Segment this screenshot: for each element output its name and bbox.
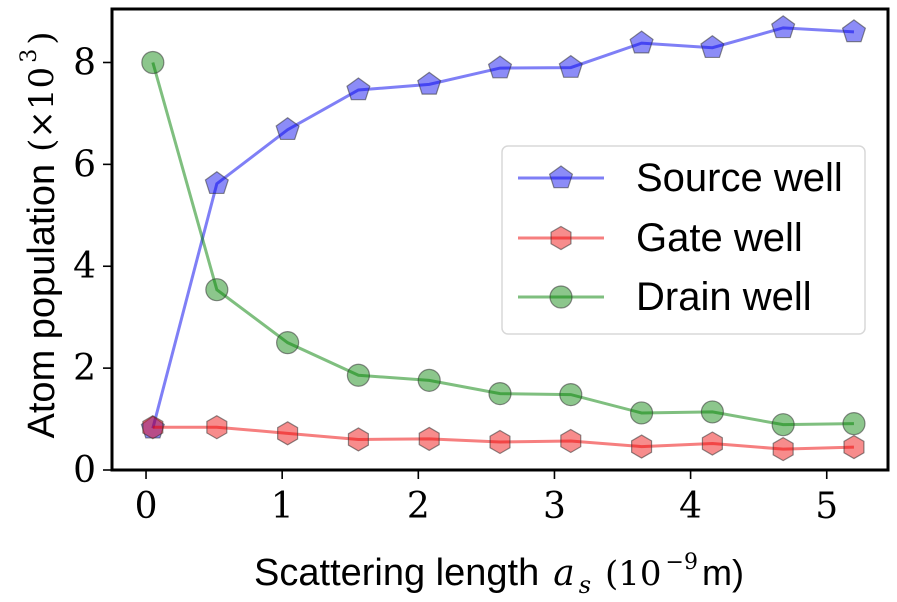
series-line [151, 62, 854, 427]
legend-entry: Gate well [518, 216, 803, 260]
x-axis-label: Scattering length a s (10 −9 m) [254, 550, 744, 599]
data-point [205, 278, 229, 302]
legend-marker [548, 165, 574, 189]
x-axis-label-exponent: −9 [666, 550, 698, 575]
data-point [417, 368, 441, 392]
legend-entry: Source well [518, 156, 843, 200]
data-point [142, 415, 164, 440]
y-axis-label-unit: (×10 [22, 67, 62, 152]
x-axis-label-unit-close: m) [702, 552, 744, 593]
x-tick-label: 1 [271, 486, 294, 527]
y-axis-label-text: Atom population [21, 164, 63, 439]
data-point [629, 401, 654, 425]
data-point [772, 436, 794, 462]
y-tick-label: 8 [73, 42, 96, 83]
legend-marker [550, 225, 572, 251]
legend-box [501, 145, 866, 335]
y-tick-label: 4 [73, 246, 96, 287]
x-axis-label-text: Scattering length [254, 552, 539, 594]
data-point [700, 400, 724, 424]
data-point [841, 19, 867, 43]
x-tick-label: 2 [407, 486, 430, 527]
plot-frame [110, 7, 890, 472]
x-tick-label: 4 [679, 486, 702, 527]
y-axis-label-unit-close: ) [22, 32, 62, 45]
data-point [347, 427, 369, 452]
data-point [488, 381, 512, 406]
legend-label: Gate well [636, 216, 803, 260]
data-point [277, 421, 299, 446]
data-point [346, 77, 371, 101]
data-point [629, 30, 654, 54]
y-axis-label: Atom population (×10 3 ) [17, 32, 63, 439]
x-tick-label: 0 [135, 486, 158, 527]
series-source-well [140, 15, 867, 439]
y-tick-label: 2 [73, 348, 96, 389]
data-point [558, 54, 583, 78]
data-point [276, 331, 300, 355]
legend-label: Drain well [636, 275, 812, 319]
legend-marker [549, 285, 573, 309]
data-point [275, 116, 300, 141]
y-axis-label-exponent: 3 [17, 49, 42, 63]
data-point [204, 170, 229, 195]
data-point [487, 55, 513, 79]
data-point [141, 50, 165, 75]
series-layer [140, 15, 867, 462]
legend: Source well Gate well Drain well [501, 145, 866, 335]
data-point [560, 428, 582, 454]
x-tick-label: 3 [543, 486, 566, 527]
data-point [418, 426, 440, 452]
data-point [842, 412, 866, 436]
data-point [489, 429, 511, 455]
series-line [151, 26, 855, 429]
series-line [152, 425, 855, 451]
data-point [346, 363, 371, 387]
series-drain-well [141, 50, 866, 437]
ticks-layer: 0 1 2 3 4 5 0 2 4 6 8 [73, 42, 838, 527]
data-point [206, 415, 228, 440]
x-tick-label: 5 [815, 486, 838, 527]
series-gate-well [142, 415, 865, 462]
data-point [559, 383, 583, 407]
data-point [843, 434, 865, 460]
data-point [771, 413, 795, 437]
x-axis-label-symbol: a [553, 553, 574, 594]
y-tick-label: 0 [73, 450, 96, 491]
data-point [700, 34, 725, 59]
data-point [771, 15, 796, 39]
legend-entries: Source well Gate well Drain well [518, 156, 843, 319]
legend-label: Source well [636, 156, 843, 200]
data-point [417, 71, 442, 95]
data-point [701, 431, 723, 456]
x-axis-label-unit: (10 [605, 554, 662, 594]
data-point [631, 434, 653, 459]
legend-entry: Drain well [518, 275, 812, 319]
y-tick-label: 6 [73, 144, 96, 185]
x-axis-label-subscript: s [579, 571, 591, 599]
